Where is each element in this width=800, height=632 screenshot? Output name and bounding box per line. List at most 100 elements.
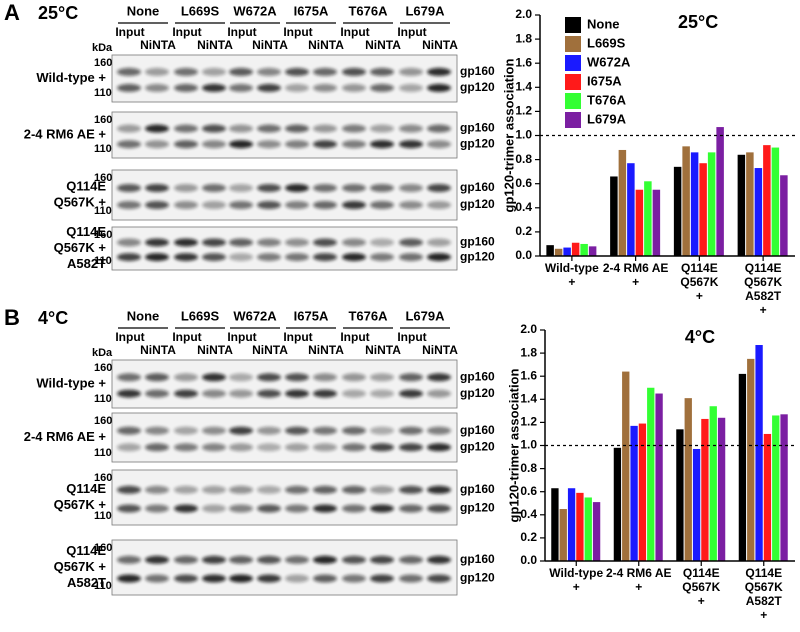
band xyxy=(285,485,309,494)
bar xyxy=(780,175,788,256)
band xyxy=(285,184,309,192)
band xyxy=(342,504,366,513)
row-label: Wild-type + xyxy=(36,375,106,390)
bar xyxy=(684,398,692,561)
band xyxy=(202,555,226,564)
band xyxy=(313,83,337,92)
band xyxy=(313,504,337,513)
band xyxy=(257,238,281,247)
y-tick-label: 0.0 xyxy=(520,553,537,567)
band xyxy=(202,124,226,133)
bar xyxy=(772,415,780,561)
bar xyxy=(682,146,690,256)
band xyxy=(145,83,169,92)
band xyxy=(342,389,366,398)
band xyxy=(342,426,366,435)
band xyxy=(174,124,198,133)
lane-label: NiNTA xyxy=(308,38,344,52)
marker-label: 110 xyxy=(94,510,112,522)
bar xyxy=(576,492,584,561)
y-tick-label: 0.6 xyxy=(520,484,537,498)
bar xyxy=(746,152,754,256)
band xyxy=(202,443,226,452)
band xyxy=(229,124,253,133)
band xyxy=(202,373,226,382)
blot xyxy=(111,111,458,159)
band-label: gp160 xyxy=(460,552,495,566)
band xyxy=(427,485,451,494)
band xyxy=(202,201,226,209)
band xyxy=(342,184,366,192)
lane-label: NiNTA xyxy=(197,343,233,357)
x-tick-label: Wild-type xyxy=(545,261,599,275)
marker-label: 110 xyxy=(94,87,112,99)
band xyxy=(285,443,309,452)
bar xyxy=(655,393,663,561)
band xyxy=(117,555,141,564)
band-label: gp160 xyxy=(460,64,495,78)
band xyxy=(117,140,141,149)
bar xyxy=(567,488,576,561)
bar xyxy=(551,488,559,561)
legend-swatch xyxy=(565,93,581,109)
bar xyxy=(618,149,627,256)
band xyxy=(285,426,309,435)
lane-label: Input xyxy=(115,330,144,344)
band xyxy=(285,238,309,247)
band xyxy=(229,443,253,452)
band xyxy=(427,67,451,76)
y-tick-label: 1.8 xyxy=(515,31,532,45)
band-label: gp160 xyxy=(460,369,495,383)
mutant-label: L679A xyxy=(405,3,445,18)
band xyxy=(370,574,394,583)
band xyxy=(370,83,394,92)
bar xyxy=(571,242,580,256)
band xyxy=(229,555,253,564)
blot xyxy=(111,226,458,271)
blot xyxy=(111,169,458,221)
kda-label: kDa xyxy=(92,42,113,54)
bar xyxy=(771,147,780,256)
x-tick-label: Q567K xyxy=(680,275,718,289)
lane-label: Input xyxy=(397,25,426,39)
marker-label: 160 xyxy=(94,114,112,126)
band xyxy=(174,555,198,564)
y-tick-label: 2.0 xyxy=(520,322,537,336)
band xyxy=(313,238,337,247)
chart-title: 4°C xyxy=(685,327,715,347)
band xyxy=(370,504,394,513)
band xyxy=(427,389,451,398)
band xyxy=(285,253,309,262)
y-tick-label: 1.6 xyxy=(515,55,532,69)
y-tick-label: 0.4 xyxy=(520,507,537,521)
band xyxy=(145,238,169,247)
band xyxy=(370,67,394,76)
band xyxy=(370,124,394,133)
row-label: Q567K + xyxy=(54,497,107,512)
bar xyxy=(610,176,618,256)
bar xyxy=(780,414,788,561)
x-tick-label: Wild-type xyxy=(549,566,603,580)
mutant-label: I675A xyxy=(294,3,329,18)
bar xyxy=(554,248,563,256)
mutant-label: L669S xyxy=(181,308,220,323)
band xyxy=(370,555,394,564)
band xyxy=(202,140,226,149)
band xyxy=(145,389,169,398)
band xyxy=(399,555,423,564)
band xyxy=(117,184,141,192)
band xyxy=(313,373,337,382)
band xyxy=(313,555,337,564)
row-label: Wild-type + xyxy=(36,70,106,85)
mutant-label: None xyxy=(127,3,160,18)
band xyxy=(427,426,451,435)
band xyxy=(257,201,281,209)
band xyxy=(285,140,309,149)
marker-label: 160 xyxy=(94,57,112,69)
bar xyxy=(707,152,716,256)
band xyxy=(145,124,169,133)
x-tick-label: A582T xyxy=(746,594,783,608)
band xyxy=(257,443,281,452)
bar xyxy=(622,371,630,561)
band xyxy=(229,67,253,76)
